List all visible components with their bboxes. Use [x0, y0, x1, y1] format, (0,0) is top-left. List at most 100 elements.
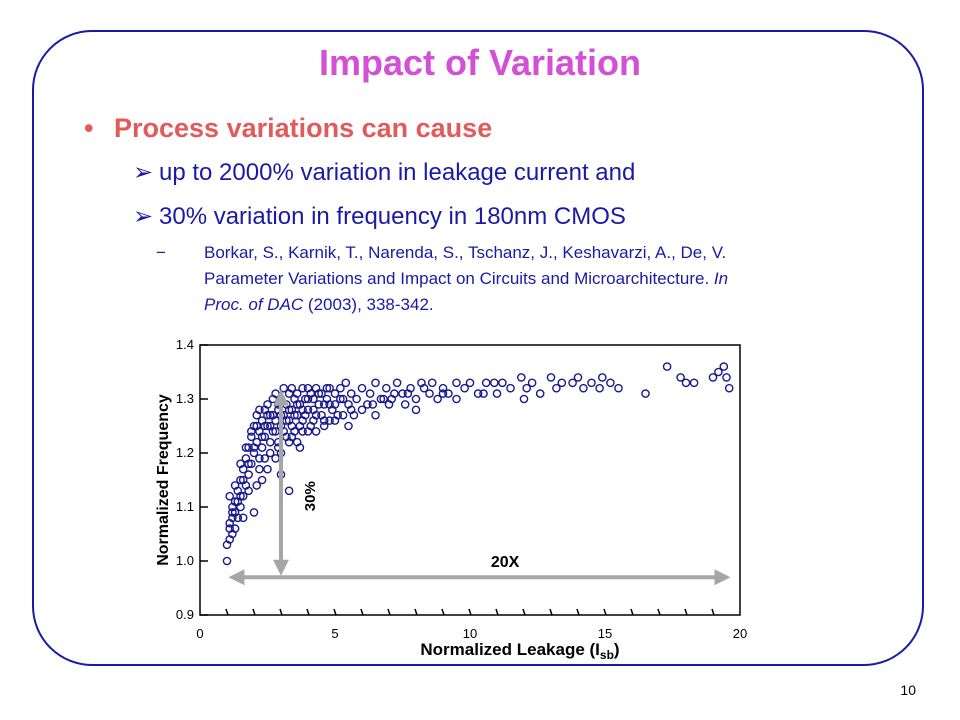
- data-point: [336, 394, 345, 404]
- y-axis-ticks: 0.9 1.0 1.1 1.2 1.3 1.4: [176, 337, 208, 622]
- data-point: [287, 421, 297, 431]
- y-tick-label: 1.4: [176, 337, 194, 352]
- data-point: [247, 432, 256, 442]
- data-point: [452, 378, 461, 388]
- data-point: [241, 443, 251, 452]
- data-point: [573, 373, 583, 382]
- data-point: [519, 394, 529, 404]
- data-point: [481, 378, 491, 388]
- sub-bullet-1: ➢ up to 2000% variation in leakage curren…: [133, 158, 635, 187]
- data-point: [238, 475, 248, 485]
- data-point: [330, 416, 340, 425]
- vertical-annotation-label: 30%: [302, 481, 319, 511]
- reference-line-2a: Parameter Variations and Impact on Circu…: [204, 269, 714, 288]
- data-point: [265, 421, 275, 431]
- data-point: [689, 378, 699, 388]
- main-bullet: • Process variations can cause: [84, 113, 492, 144]
- data-point: [676, 373, 685, 382]
- data-point: [400, 400, 410, 409]
- y-tick-label: 0.9: [176, 607, 194, 622]
- bullet-dot: •: [84, 113, 94, 143]
- data-point: [597, 373, 607, 382]
- data-point: [252, 481, 261, 490]
- reference-line-2b: In: [713, 269, 729, 288]
- y-axis-label: Normalized Frequency: [155, 394, 172, 566]
- data-point: [371, 410, 380, 420]
- data-point: [724, 383, 734, 393]
- reference-dash: −: [156, 243, 166, 262]
- data-point: [292, 389, 302, 398]
- x-tick-label: 10: [463, 626, 477, 641]
- data-point: [260, 432, 270, 442]
- data-point: [255, 464, 264, 474]
- data-point: [325, 400, 334, 409]
- data-point: [473, 389, 483, 398]
- data-point: [338, 410, 348, 420]
- data-point: [325, 383, 334, 393]
- data-point: [357, 405, 367, 415]
- data-point: [403, 389, 413, 398]
- data-point: [641, 389, 650, 398]
- scatter-points: [222, 362, 734, 566]
- x-minor-tick: [252, 608, 256, 616]
- x-minor-tick: [603, 608, 607, 616]
- data-point: [236, 475, 245, 485]
- x-minor-tick: [333, 608, 337, 616]
- x-tick-label: 0: [196, 626, 203, 641]
- data-point: [357, 383, 367, 393]
- x-minor-tick: [549, 608, 553, 616]
- data-point: [546, 373, 556, 382]
- arrow-bullet-icon: ➢: [133, 203, 154, 230]
- data-point: [379, 394, 388, 404]
- data-point: [719, 362, 729, 371]
- data-point: [708, 373, 718, 382]
- data-point: [338, 394, 348, 404]
- reference: − Borkar, S., Karnik, T., Narenda, S., T…: [156, 240, 729, 318]
- data-point: [236, 491, 245, 501]
- data-point: [433, 394, 442, 404]
- x-tick-label: 5: [331, 626, 338, 641]
- x-minor-tick: [657, 608, 661, 616]
- sub-bullet-2-text: 30% variation in frequency in 180nm CMOS: [159, 203, 626, 230]
- data-point: [614, 383, 623, 393]
- horizontal-annotation-label: 20X: [491, 554, 520, 571]
- data-point: [452, 394, 461, 404]
- data-point: [298, 427, 307, 436]
- data-point: [330, 400, 340, 409]
- x-minor-tick: [414, 608, 418, 616]
- data-point: [300, 410, 310, 420]
- data-point: [336, 383, 345, 393]
- data-point: [244, 443, 253, 452]
- x-minor-tick: [279, 608, 283, 616]
- data-point: [579, 383, 588, 393]
- data-point: [527, 378, 537, 388]
- data-point: [398, 389, 407, 398]
- data-point: [438, 389, 448, 398]
- data-point: [284, 405, 294, 415]
- data-point: [662, 362, 672, 371]
- data-point: [522, 383, 532, 393]
- data-point: [516, 373, 526, 382]
- x-axis-label-main: Normalized Leakage (I: [420, 640, 600, 659]
- data-point: [411, 394, 421, 404]
- x-tick-label: 20: [733, 626, 747, 641]
- data-point: [265, 437, 275, 447]
- vertical-arrow-head-bottom: [273, 559, 289, 576]
- data-point: [341, 378, 351, 388]
- arrow-bullet-icon: ➢: [133, 159, 154, 186]
- data-point: [489, 378, 499, 388]
- x-axis-ticks: 0 5 10 15 20: [196, 608, 747, 641]
- reference-line-3a: Proc. of DAC: [204, 295, 304, 314]
- reference-line-1: Borkar, S., Karnik, T., Narenda, S., Tsc…: [204, 243, 727, 262]
- horizontal-arrow-head-right: [714, 569, 731, 586]
- reference-line-3b: (2003), 338-342.: [303, 295, 434, 314]
- data-point: [265, 448, 275, 458]
- data-point: [479, 389, 488, 398]
- data-point: [419, 383, 429, 393]
- sub-bullet-2: ➢ 30% variation in frequency in 180nm CMO…: [133, 202, 626, 231]
- data-point: [263, 421, 272, 431]
- data-point: [306, 389, 315, 398]
- data-point: [230, 524, 240, 533]
- slide-title: Impact of Variation: [318, 42, 642, 83]
- data-point: [290, 410, 299, 420]
